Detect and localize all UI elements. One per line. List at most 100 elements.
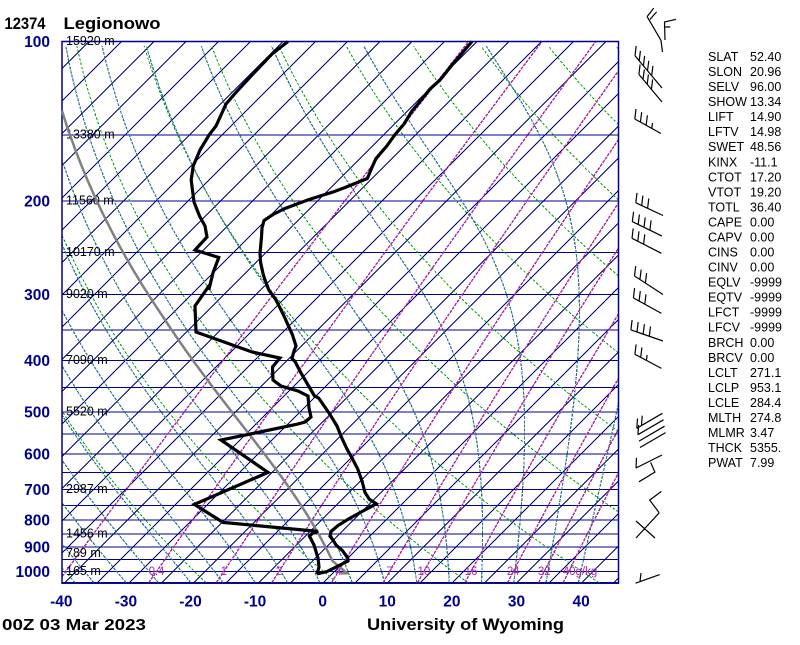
svg-text:600: 600 — [24, 446, 50, 463]
svg-text:13.34: 13.34 — [750, 95, 781, 109]
svg-text:274.8: 274.8 — [750, 411, 781, 425]
svg-text:7090 m: 7090 m — [66, 353, 108, 367]
svg-text:32: 32 — [538, 566, 551, 578]
svg-text:0.00: 0.00 — [750, 231, 774, 245]
svg-text:TOTL: TOTL — [708, 200, 740, 214]
svg-text:LCLT: LCLT — [708, 366, 738, 380]
svg-text:LFTV: LFTV — [708, 125, 739, 139]
svg-text:BRCV: BRCV — [708, 351, 743, 365]
svg-text:SELV: SELV — [708, 80, 740, 94]
svg-text:300: 300 — [24, 287, 50, 304]
svg-text:-9999: -9999 — [750, 291, 782, 305]
svg-text:3.47: 3.47 — [750, 426, 774, 440]
svg-text:10: 10 — [418, 566, 431, 578]
svg-text:-40: -40 — [50, 594, 72, 611]
svg-text:900: 900 — [24, 540, 50, 557]
svg-text:52.40: 52.40 — [750, 50, 781, 64]
svg-text:LFCV: LFCV — [708, 321, 741, 335]
svg-text:University of Wyoming: University of Wyoming — [367, 615, 564, 634]
svg-text:13380 m: 13380 m — [66, 127, 115, 141]
svg-text:0.00: 0.00 — [750, 215, 774, 229]
svg-text:400: 400 — [24, 353, 50, 370]
svg-text:SHOW: SHOW — [708, 95, 747, 109]
svg-text:20.96: 20.96 — [750, 65, 781, 79]
svg-text:40g/kg: 40g/kg — [563, 566, 598, 578]
svg-text:12374: 12374 — [5, 15, 47, 33]
svg-text:800: 800 — [24, 513, 50, 530]
svg-text:MLTH: MLTH — [708, 411, 741, 425]
svg-text:24: 24 — [507, 566, 520, 578]
svg-text:7: 7 — [386, 566, 392, 578]
svg-text:165 m: 165 m — [66, 564, 101, 578]
svg-text:LIFT: LIFT — [708, 110, 734, 124]
svg-text:200: 200 — [24, 194, 50, 211]
svg-text:VTOT: VTOT — [708, 185, 741, 199]
svg-text:20: 20 — [443, 594, 460, 611]
svg-text:00Z 03 Mar 2023: 00Z 03 Mar 2023 — [2, 617, 146, 634]
svg-text:SLON: SLON — [708, 65, 742, 79]
svg-text:100: 100 — [24, 34, 50, 51]
svg-text:2: 2 — [276, 566, 282, 578]
svg-text:LCLE: LCLE — [708, 396, 739, 410]
svg-text:EQTV: EQTV — [708, 291, 743, 305]
svg-text:500: 500 — [24, 405, 50, 422]
svg-text:2987 m: 2987 m — [66, 482, 108, 496]
svg-text:CAPV: CAPV — [708, 231, 743, 245]
svg-text:LFCT: LFCT — [708, 306, 740, 320]
svg-text:SWET: SWET — [708, 140, 744, 154]
svg-text:MLMR: MLMR — [708, 426, 745, 440]
svg-text:9020 m: 9020 m — [66, 287, 108, 301]
svg-text:0.00: 0.00 — [750, 261, 774, 275]
svg-text:40: 40 — [572, 594, 589, 611]
svg-text:THCK: THCK — [708, 441, 743, 455]
svg-text:953.1: 953.1 — [750, 381, 781, 395]
svg-text:4: 4 — [335, 566, 342, 578]
svg-text:19.20: 19.20 — [750, 185, 781, 199]
svg-text:CTOT: CTOT — [708, 170, 742, 184]
svg-text:11560 m: 11560 m — [66, 194, 114, 208]
svg-text:-10: -10 — [244, 594, 266, 611]
svg-text:789 m: 789 m — [66, 546, 101, 560]
svg-text:96.00: 96.00 — [750, 80, 781, 94]
svg-text:0.00: 0.00 — [750, 336, 774, 350]
svg-text:SLAT: SLAT — [708, 50, 739, 64]
svg-text:14.90: 14.90 — [750, 110, 781, 124]
svg-text:1: 1 — [221, 566, 227, 578]
svg-text:KINX: KINX — [708, 155, 738, 169]
svg-text:-11.1: -11.1 — [750, 155, 778, 169]
svg-text:271.1: 271.1 — [750, 366, 781, 380]
svg-text:14.98: 14.98 — [750, 125, 781, 139]
svg-text:Legionowo: Legionowo — [64, 15, 161, 33]
svg-text:17.20: 17.20 — [750, 170, 781, 184]
svg-text:EQLV: EQLV — [708, 276, 741, 290]
svg-text:1000: 1000 — [16, 564, 50, 581]
svg-text:CINS: CINS — [708, 246, 738, 260]
svg-text:0.4: 0.4 — [149, 566, 166, 578]
svg-text:48.56: 48.56 — [750, 140, 781, 154]
svg-text:5355.: 5355. — [750, 441, 781, 455]
svg-text:15920 m: 15920 m — [66, 34, 115, 48]
svg-text:LCLP: LCLP — [708, 381, 739, 395]
svg-text:16: 16 — [465, 566, 478, 578]
svg-text:0.00: 0.00 — [750, 246, 774, 260]
svg-text:10: 10 — [379, 594, 396, 611]
svg-text:-9999: -9999 — [750, 306, 782, 320]
svg-text:PWAT: PWAT — [708, 456, 743, 470]
svg-text:700: 700 — [24, 482, 50, 499]
svg-text:10170 m: 10170 m — [66, 245, 115, 259]
svg-text:CAPE: CAPE — [708, 215, 742, 229]
svg-text:-9999: -9999 — [750, 321, 782, 335]
svg-text:7.99: 7.99 — [750, 456, 774, 470]
svg-text:BRCH: BRCH — [708, 336, 743, 350]
svg-text:-20: -20 — [179, 594, 201, 611]
svg-text:-30: -30 — [115, 594, 137, 611]
svg-text:CINV: CINV — [708, 261, 739, 275]
svg-text:36.40: 36.40 — [750, 200, 781, 214]
svg-text:284.4: 284.4 — [750, 396, 781, 410]
svg-text:5520 m: 5520 m — [66, 405, 108, 419]
svg-text:0.00: 0.00 — [750, 351, 774, 365]
svg-text:0: 0 — [318, 594, 327, 611]
svg-text:30: 30 — [508, 594, 525, 611]
svg-text:-9999: -9999 — [750, 276, 782, 290]
svg-text:1456 m: 1456 m — [66, 527, 108, 541]
